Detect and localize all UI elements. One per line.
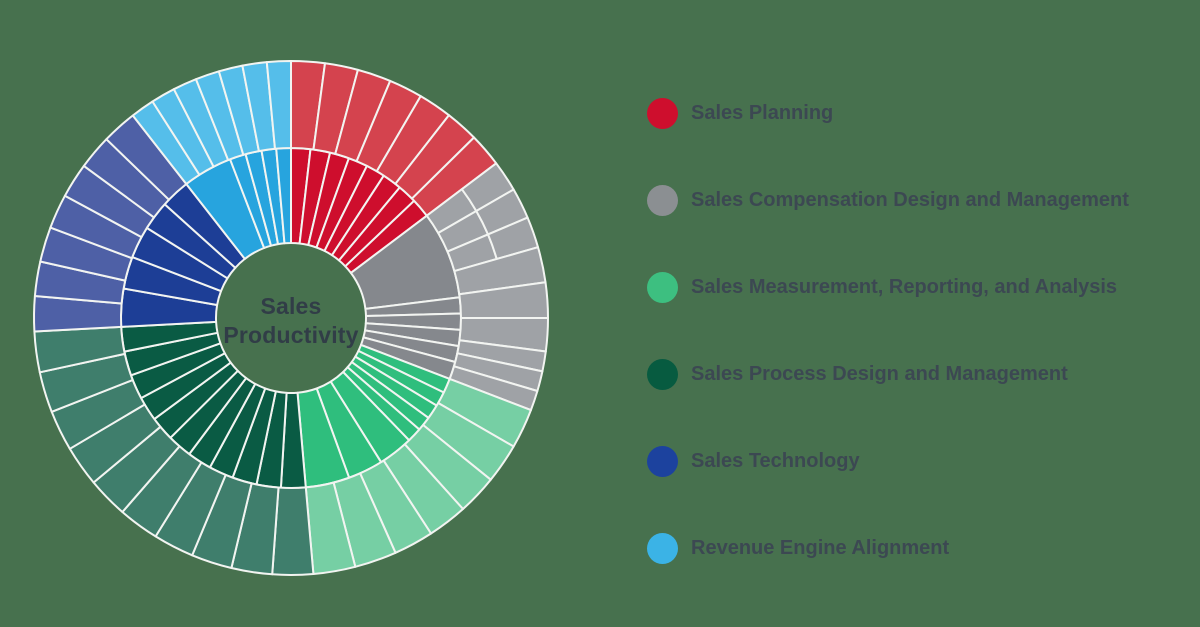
legend-item-sales-planning: Sales Planning	[647, 98, 1129, 129]
chart-segment-outer-5-6	[265, 59, 292, 150]
legend-item-label: Sales Process Design and Management	[691, 363, 1068, 385]
legend-item-sales-measurement: Sales Measurement, Reporting, and Analys…	[647, 272, 1129, 303]
legend-color-dot	[647, 185, 678, 216]
legend-item-label: Sales Compensation Design and Management	[691, 189, 1129, 211]
legend-item-sales-process: Sales Process Design and Management	[647, 359, 1129, 390]
legend-item-label: Sales Planning	[691, 102, 834, 124]
legend-item-label: Sales Technology	[691, 450, 860, 472]
legend-item-sales-compensation: Sales Compensation Design and Management	[647, 185, 1129, 216]
legend: Sales Planning Sales Compensation Design…	[647, 98, 1129, 620]
legend-item-label: Sales Measurement, Reporting, and Analys…	[691, 276, 1118, 298]
legend-color-dot	[647, 272, 678, 303]
legend-color-dot	[647, 98, 678, 129]
legend-item-sales-technology: Sales Technology	[647, 446, 1129, 477]
legend-color-dot	[647, 446, 678, 477]
chart-center-label-line1: Sales	[260, 293, 322, 319]
chart-center-label: Sales Productivity	[151, 292, 431, 350]
legend-item-revenue-engine: Revenue Engine Alignment	[647, 533, 1129, 564]
legend-item-label: Revenue Engine Alignment	[691, 537, 950, 559]
legend-color-dot	[647, 533, 678, 564]
legend-color-dot	[647, 359, 678, 390]
chart-center-label-line2: Productivity	[223, 322, 359, 348]
